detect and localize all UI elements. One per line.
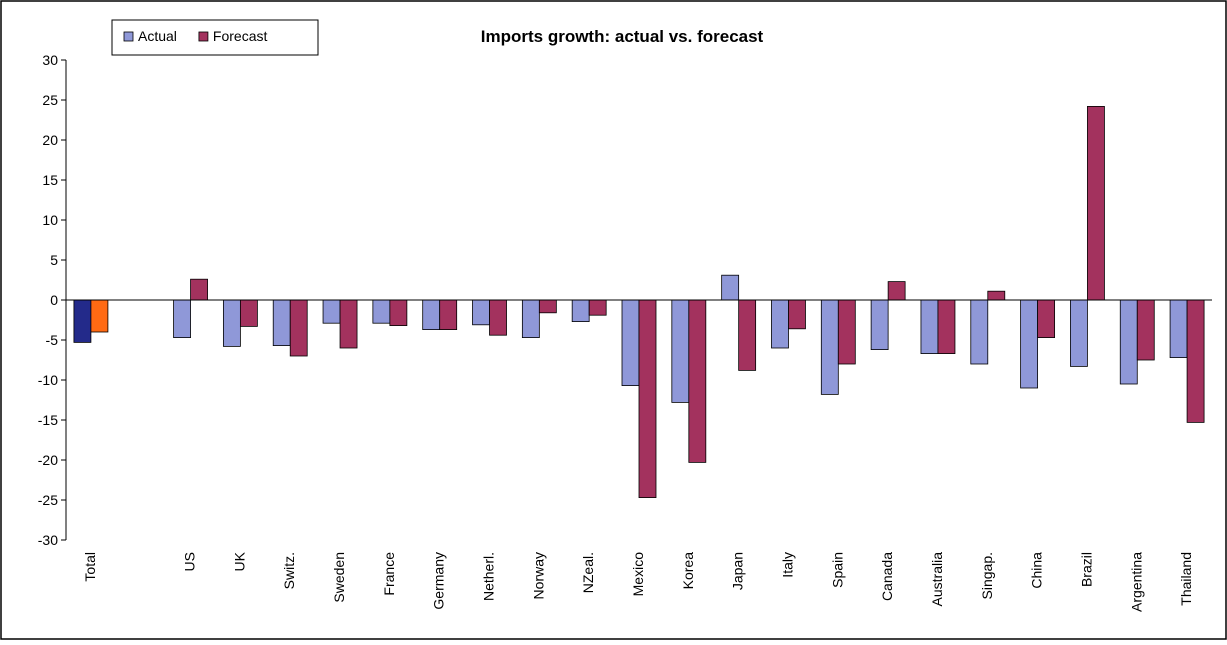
bar: [571, 299, 590, 323]
x-tick-label: US: [182, 552, 198, 571]
x-tick-label: Switz.: [281, 552, 297, 589]
legend-swatch: [123, 31, 134, 42]
y-tick-label: -20: [38, 452, 58, 468]
legend-label: Actual: [138, 28, 177, 44]
bar: [322, 299, 341, 324]
x-tick-label: Japan: [730, 552, 746, 590]
x-tick-label: UK: [231, 551, 247, 571]
bar: [820, 299, 839, 395]
y-tick-label: 20: [42, 132, 58, 148]
y-tick-label: 30: [42, 52, 58, 68]
x-tick-label: Canada: [879, 552, 895, 601]
bar: [472, 299, 490, 326]
bar: [771, 299, 789, 349]
x-tick-label: France: [381, 552, 397, 596]
legend-swatch: [198, 31, 209, 42]
y-tick-label: 25: [42, 92, 58, 108]
bar: [738, 299, 757, 371]
x-tick-label: Netherl.: [481, 552, 497, 601]
bar: [1070, 299, 1088, 367]
bar: [688, 299, 707, 463]
y-tick-label: 5: [50, 252, 58, 268]
x-tick-label: Spain: [829, 552, 845, 588]
bar: [372, 299, 391, 324]
x-tick-label: NZeal.: [580, 552, 596, 593]
y-tick-label: -15: [38, 412, 58, 428]
bar: [422, 299, 441, 331]
bar: [870, 299, 889, 350]
chart-title: Imports growth: actual vs. forecast: [481, 27, 764, 46]
bar: [521, 299, 540, 338]
bar: [1169, 299, 1188, 358]
x-tick-label: Korea: [680, 552, 696, 590]
bar: [1020, 299, 1039, 389]
bar: [1119, 299, 1138, 385]
bar: [538, 299, 557, 314]
y-tick-label: -5: [46, 332, 59, 348]
bar: [788, 299, 806, 330]
bar: [389, 299, 408, 327]
x-tick-label: Australia: [929, 552, 945, 607]
bar: [920, 299, 939, 354]
legend-label: Forecast: [213, 28, 268, 44]
y-tick-label: -10: [38, 372, 58, 388]
x-tick-label: China: [1029, 552, 1045, 589]
bar: [837, 299, 856, 365]
y-tick-label: 15: [42, 172, 58, 188]
y-tick-label: -25: [38, 492, 58, 508]
x-tick-label: Sweden: [331, 552, 347, 603]
bar: [721, 274, 740, 301]
x-tick-label: Total: [82, 552, 98, 582]
y-tick-label: -30: [38, 532, 58, 548]
bar: [272, 299, 291, 346]
bar: [1186, 299, 1205, 423]
bar: [239, 299, 258, 327]
y-tick-label: 0: [50, 292, 58, 308]
bar: [987, 290, 1006, 301]
bar: [489, 299, 507, 336]
bar: [1037, 299, 1056, 338]
x-tick-label: Singap.: [979, 552, 995, 599]
bar: [887, 281, 906, 301]
bar: [190, 278, 208, 301]
bar: [638, 299, 657, 499]
bar: [1136, 299, 1155, 361]
x-tick-label: Thailand: [1178, 552, 1194, 606]
bar: [588, 299, 607, 316]
bar: [222, 299, 241, 347]
bar: [1087, 106, 1105, 301]
bar: [289, 299, 308, 357]
bar: [73, 299, 92, 343]
x-tick-label: Germany: [431, 552, 447, 610]
x-tick-label: Mexico: [630, 552, 646, 597]
bar: [621, 299, 640, 386]
y-tick-label: 10: [42, 212, 58, 228]
bar: [970, 299, 989, 365]
bar: [339, 299, 358, 349]
bar: [90, 299, 109, 333]
x-tick-label: Argentina: [1128, 552, 1144, 612]
bar: [671, 299, 690, 403]
bar: [173, 299, 191, 338]
x-tick-label: Brazil: [1078, 552, 1094, 587]
x-tick-label: Italy: [779, 552, 795, 578]
bar: [937, 299, 956, 354]
x-tick-label: Norway: [530, 552, 546, 599]
legend-box: [111, 19, 319, 56]
bar: [439, 299, 458, 331]
